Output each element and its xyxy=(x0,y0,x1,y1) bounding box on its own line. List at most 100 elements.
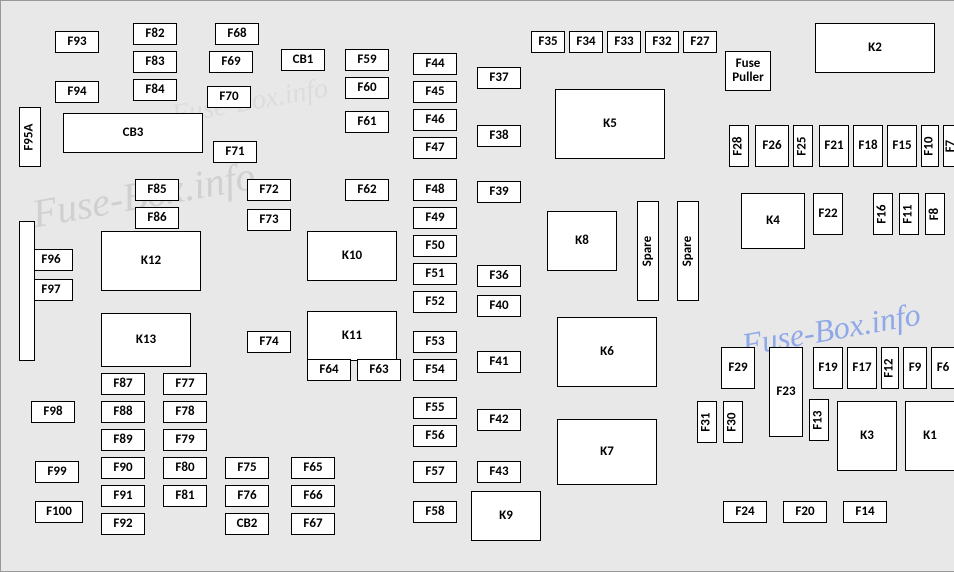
fuse-f87: F87 xyxy=(101,373,145,395)
fuse-f14: F14 xyxy=(843,501,887,523)
fuse-f47: F47 xyxy=(413,137,457,159)
fuse-f51: F51 xyxy=(413,263,457,285)
fuse-f78: F78 xyxy=(163,401,207,423)
fuse-blank xyxy=(19,221,35,361)
fuse-f59: F59 xyxy=(345,49,389,71)
fuse-f73: F73 xyxy=(247,209,291,231)
fuse-f88: F88 xyxy=(101,401,145,423)
fuse-f39: F39 xyxy=(477,181,521,203)
fuse-f100: F100 xyxy=(35,501,83,523)
fuse-f11: F11 xyxy=(899,193,919,235)
fuse-f90: F90 xyxy=(101,457,145,479)
fuse-k8: K8 xyxy=(547,211,617,271)
fuse-f98: F98 xyxy=(31,401,75,423)
fuse-f96: F96 xyxy=(29,249,73,271)
fuse-f45: F45 xyxy=(413,81,457,103)
fuse-f17: F17 xyxy=(847,347,877,389)
fuse-f94: F94 xyxy=(55,81,99,103)
fuse-f97: F97 xyxy=(29,279,73,301)
fuse-k6: K6 xyxy=(557,317,657,387)
fuse-f75: F75 xyxy=(225,457,269,479)
fuse-f74: F74 xyxy=(247,331,291,353)
fuse-f92: F92 xyxy=(101,513,145,535)
fuse-f36: F36 xyxy=(477,265,521,287)
fuse-f44: F44 xyxy=(413,53,457,75)
fuse-f72: F72 xyxy=(247,179,291,201)
fuse-k11: K11 xyxy=(307,311,397,361)
fuse-f56: F56 xyxy=(413,425,457,447)
fuse-f66: F66 xyxy=(291,485,335,507)
fuse-f82: F82 xyxy=(133,23,177,45)
fuse-f89: F89 xyxy=(101,429,145,451)
fuse-f25: F25 xyxy=(793,125,813,167)
fuse-k9: K9 xyxy=(471,491,541,541)
fuse-k2: K2 xyxy=(815,23,935,73)
fuse-f22: F22 xyxy=(813,193,843,235)
fuse-f35: F35 xyxy=(531,31,565,53)
fuse-f67: F67 xyxy=(291,513,335,535)
fuse-f21: F21 xyxy=(819,125,849,167)
fuse-k10: K10 xyxy=(307,231,397,281)
fuse-f28: F28 xyxy=(729,125,749,167)
fuse-f52: F52 xyxy=(413,291,457,313)
fuse-f16: F16 xyxy=(873,193,893,235)
fuse-f84: F84 xyxy=(133,79,177,101)
fuse-f24: F24 xyxy=(723,501,767,523)
fuse-f54: F54 xyxy=(413,359,457,381)
fuse-f38: F38 xyxy=(477,125,521,147)
fuse-k12: K12 xyxy=(101,231,201,291)
fuse-f19: F19 xyxy=(813,347,843,389)
fuse-k7: K7 xyxy=(557,419,657,485)
fuse-f71: F71 xyxy=(213,141,257,163)
fuse-f26: F26 xyxy=(755,125,789,167)
fuse-f70: F70 xyxy=(207,86,251,108)
fuse-spare: Spare xyxy=(637,201,659,301)
fuse-f31: F31 xyxy=(697,401,717,443)
fuse-f79: F79 xyxy=(163,429,207,451)
fuse-f61: F61 xyxy=(345,111,389,133)
fuse-f60: F60 xyxy=(345,77,389,99)
fuse-f62: F62 xyxy=(345,179,389,201)
fuse-f53: F53 xyxy=(413,331,457,353)
fuse-f95a: F95A xyxy=(19,107,41,167)
fuse-f8: F8 xyxy=(925,193,945,235)
fuse-fuse-puller: FusePuller xyxy=(725,51,771,91)
fuse-f41: F41 xyxy=(477,351,521,373)
fuse-k3: K3 xyxy=(837,401,897,471)
fuse-f69: F69 xyxy=(209,51,253,73)
fuse-f85: F85 xyxy=(135,179,179,201)
fuse-f83: F83 xyxy=(133,51,177,73)
fuse-f13: F13 xyxy=(809,399,829,441)
fuse-f33: F33 xyxy=(607,31,641,53)
fuse-f55: F55 xyxy=(413,397,457,419)
fuse-f77: F77 xyxy=(163,373,207,395)
fuse-f65: F65 xyxy=(291,457,335,479)
fuse-f30: F30 xyxy=(723,401,743,443)
fuse-f50: F50 xyxy=(413,235,457,257)
fuse-f9: F9 xyxy=(903,347,927,389)
fuse-f27: F27 xyxy=(683,31,717,53)
fuse-f68: F68 xyxy=(215,23,259,45)
fuse-f76: F76 xyxy=(225,485,269,507)
fuse-f93: F93 xyxy=(55,31,99,53)
fuse-f18: F18 xyxy=(853,125,883,167)
fuse-f64: F64 xyxy=(307,359,351,381)
fuse-spare: Spare xyxy=(677,201,699,301)
fuse-f7: F7 xyxy=(943,125,954,167)
fuse-cb2: CB2 xyxy=(225,513,269,535)
fuse-f58: F58 xyxy=(413,501,457,523)
fuse-f46: F46 xyxy=(413,109,457,131)
fuse-f23: F23 xyxy=(769,347,803,437)
fuse-f12: F12 xyxy=(881,347,899,389)
fuse-cb3: CB3 xyxy=(63,113,203,153)
fuse-f15: F15 xyxy=(887,125,917,167)
fuse-box-diagram: Fuse-Box.infoFuse-Box.infoFuse-Box.infoF… xyxy=(0,0,954,572)
fuse-f42: F42 xyxy=(477,409,521,431)
fuse-k5: K5 xyxy=(555,89,665,159)
fuse-f37: F37 xyxy=(477,67,521,89)
fuse-f34: F34 xyxy=(569,31,603,53)
fuse-f48: F48 xyxy=(413,179,457,201)
fuse-k13: K13 xyxy=(101,313,191,367)
fuse-f49: F49 xyxy=(413,207,457,229)
fuse-f6: F6 xyxy=(931,347,954,389)
